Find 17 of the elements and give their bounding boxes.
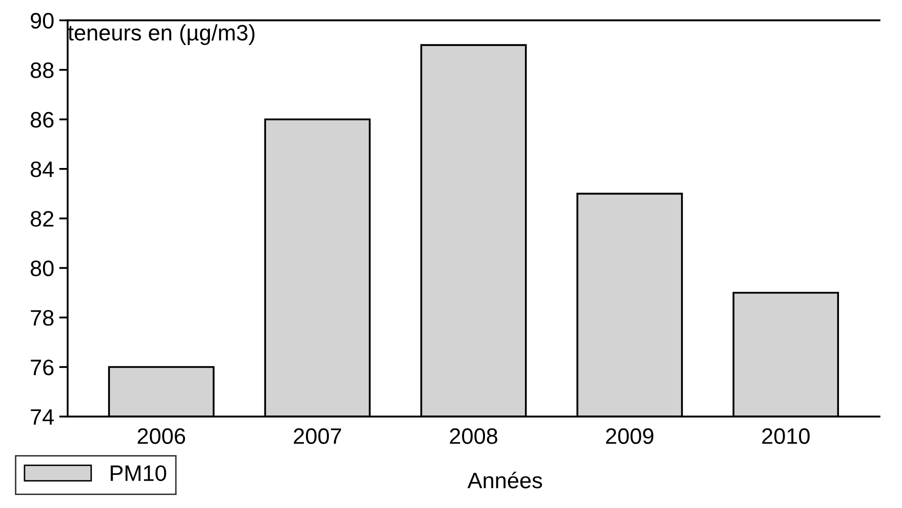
x-tick-label: 2009 <box>606 428 654 444</box>
x-axis-title: Années <box>467 472 542 488</box>
y-tick-label: 86 <box>30 112 54 128</box>
x-tick-label: 2006 <box>138 428 186 444</box>
y-tick-label: 80 <box>30 260 54 276</box>
y-tick-label: 78 <box>30 310 54 326</box>
x-tick-label: 2007 <box>294 428 342 444</box>
y-tick-label: 88 <box>30 62 54 78</box>
x-tick-label: 2008 <box>450 428 498 444</box>
y-tick-label: 90 <box>30 12 54 29</box>
y-tick-label: 82 <box>30 210 54 227</box>
y-tick-label: 76 <box>30 360 54 376</box>
y-tick-label: 84 <box>30 161 54 178</box>
x-tick-label: 2010 <box>762 428 810 444</box>
y-axis-title: teneurs en (µg/m3) <box>68 24 254 45</box>
legend-label: PM10 <box>110 465 166 482</box>
y-tick-label: 74 <box>30 409 54 425</box>
